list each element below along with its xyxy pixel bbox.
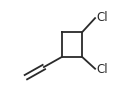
- Text: Cl: Cl: [97, 10, 108, 23]
- Text: Cl: Cl: [97, 63, 108, 76]
